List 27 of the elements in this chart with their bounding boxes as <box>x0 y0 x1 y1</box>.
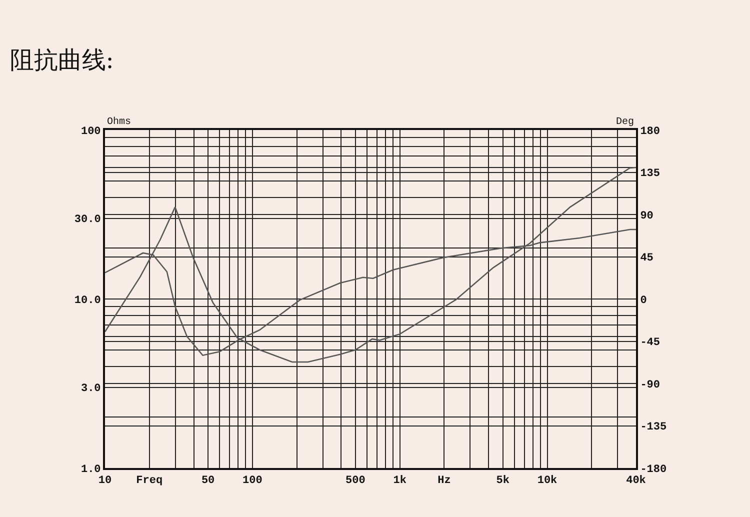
y2-axis-title: Deg <box>616 117 634 128</box>
x-tick-label: 500 <box>346 475 366 488</box>
y2-tick-label: -180 <box>640 464 667 476</box>
y2-tick-label: -90 <box>640 379 660 392</box>
y2-tick-label: -135 <box>640 422 668 434</box>
x-tick-label: 40k <box>626 475 646 488</box>
x-tick-label: Hz <box>438 475 451 488</box>
x-tick-label: Freq <box>136 475 163 488</box>
y-tick-label: 100 <box>80 126 101 138</box>
y-tick-label: 3.0 <box>80 383 101 396</box>
y2-tick-label: 0 <box>640 294 647 307</box>
y-axis-title: Ohms <box>107 116 132 128</box>
y2-tick-label: 90 <box>640 210 654 222</box>
y-tick-label: 30.0 <box>74 214 101 226</box>
y2-tick-label: 135 <box>640 168 660 180</box>
x-tick-label: 50 <box>201 475 215 488</box>
x-tick-label: 10 <box>98 475 112 488</box>
y2-tick-label: -45 <box>640 337 660 350</box>
x-tick-label: 10k <box>537 475 558 488</box>
x-tick-label: 1k <box>393 475 407 488</box>
y2-tick-label: 180 <box>640 126 660 138</box>
x-tick-label: 5k <box>496 475 510 488</box>
chart-title: 阻抗曲线: <box>10 46 114 74</box>
x-tick-label: 100 <box>242 475 262 488</box>
y-tick-label: 1.0 <box>80 464 101 476</box>
y2-tick-label: 45 <box>640 252 654 265</box>
y-tick-label: 10.0 <box>74 294 101 307</box>
